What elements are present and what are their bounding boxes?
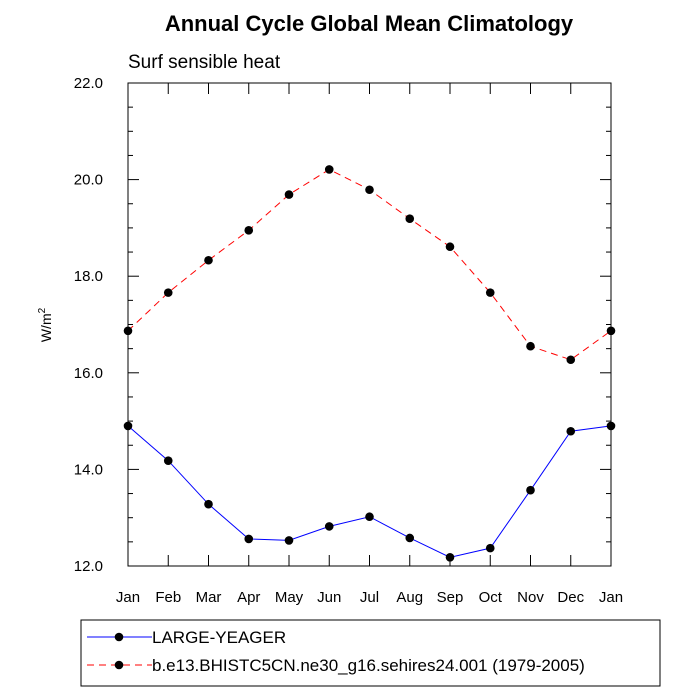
series-2-point xyxy=(606,326,616,336)
x-tick-label: Mar xyxy=(196,589,222,606)
series-1-point xyxy=(405,533,415,543)
legend: LARGE-YEAGER b.e13.BHISTC5CN.ne30_g16.se… xyxy=(80,619,661,687)
x-tick-label: Aug xyxy=(396,589,423,606)
series-1-point xyxy=(606,421,616,431)
series-1-point xyxy=(123,421,133,431)
series-2-point xyxy=(566,355,576,365)
series-1-point xyxy=(365,512,374,522)
x-tick-label: Jun xyxy=(317,589,341,606)
series-2-point xyxy=(244,226,254,235)
legend-label-series-1: LARGE-YEAGER xyxy=(152,628,286,647)
y-axis-label: W/m2 xyxy=(37,307,54,342)
x-tick-label: May xyxy=(275,589,304,606)
y-tick-label: 16.0 xyxy=(74,365,103,382)
series-2-point xyxy=(324,165,334,174)
y-axis-label-superscript: 2 xyxy=(37,307,48,313)
series-2-point xyxy=(284,190,294,199)
series-layer xyxy=(123,165,616,562)
x-tick-labels: Jan Feb Mar Apr May Jun Jul Aug Sep Oct Nov Dec Jan xyxy=(116,589,623,606)
series-1-point xyxy=(284,536,294,545)
series-1-point xyxy=(526,485,535,495)
series-2-point xyxy=(405,214,415,224)
series-2-point xyxy=(365,185,374,195)
axis-ticks xyxy=(127,82,612,567)
x-tick-label: Dec xyxy=(557,589,584,606)
y-tick-label: 18.0 xyxy=(74,268,103,285)
legend-marker-series-1 xyxy=(114,632,124,642)
series-1-point xyxy=(445,553,455,562)
y-tick-label: 20.0 xyxy=(74,172,103,189)
x-tick-label: Jan xyxy=(599,589,623,606)
x-tick-label: Feb xyxy=(155,589,181,606)
series-2-point xyxy=(163,288,173,297)
legend-label-series-2: b.e13.BHISTC5CN.ne30_g16.sehires24.001 (… xyxy=(152,656,585,675)
y-axis-label-text: W/m xyxy=(38,313,54,342)
chart-subtitle: Surf sensible heat xyxy=(128,52,281,73)
series-1-point xyxy=(163,456,173,466)
series-1-point xyxy=(204,499,213,509)
series-2-point xyxy=(485,288,495,297)
series-1-point xyxy=(566,426,576,436)
y-tick-label: 12.0 xyxy=(74,558,103,575)
x-tick-label: Sep xyxy=(437,589,464,606)
x-tick-label: Jan xyxy=(116,589,140,606)
series-2-point xyxy=(526,341,535,351)
series-line-2 xyxy=(127,168,612,361)
series-1-point xyxy=(244,534,254,544)
y-tick-label: 14.0 xyxy=(74,461,103,478)
series-line-1 xyxy=(127,425,612,558)
series-2-point xyxy=(123,326,133,336)
series-2-point xyxy=(445,242,455,252)
y-tick-label: 22.0 xyxy=(74,75,103,92)
series-2-point xyxy=(204,255,213,265)
legend-box xyxy=(80,619,661,687)
x-tick-label: Apr xyxy=(237,589,260,606)
series-1-point xyxy=(324,522,334,531)
y-tick-labels: 12.0 14.0 16.0 18.0 20.0 22.0 xyxy=(74,75,103,575)
chart-title: Annual Cycle Global Mean Climatology xyxy=(165,11,574,36)
legend-marker-series-2 xyxy=(114,660,124,670)
series-1-point xyxy=(485,543,495,553)
svg-text:W/m2: W/m2 xyxy=(37,307,54,342)
x-tick-label: Jul xyxy=(360,589,379,606)
plot-frame xyxy=(127,82,612,567)
x-tick-label: Oct xyxy=(479,589,503,606)
x-tick-label: Nov xyxy=(517,589,544,606)
